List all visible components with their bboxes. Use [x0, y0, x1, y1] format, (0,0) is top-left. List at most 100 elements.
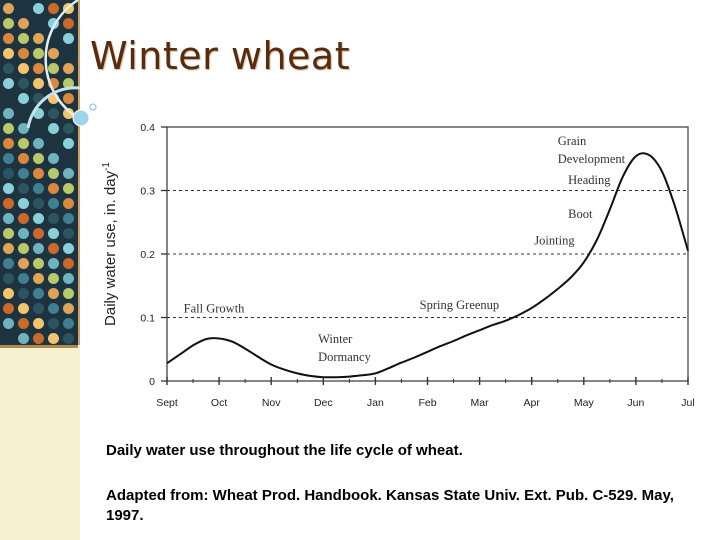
mosaic-tile [3, 78, 14, 89]
mosaic-tile [48, 78, 59, 89]
mosaic-tile [63, 168, 74, 179]
mosaic-tile [48, 48, 59, 59]
annotation-fall: Fall Growth [184, 301, 246, 315]
mosaic-tile [33, 243, 44, 254]
mosaic-tile [63, 48, 74, 59]
mosaic-tile [48, 123, 59, 134]
mosaic-tile [48, 273, 59, 284]
y-axis: 0 0.1 0.2 0.3 0.4 [140, 122, 167, 388]
x-tick-label: Jan [367, 397, 384, 409]
y-tick-label: 0.4 [140, 122, 155, 134]
mosaic-tile [63, 108, 74, 119]
mosaic-tile [63, 258, 74, 269]
mosaic-tile [33, 108, 44, 119]
x-tick-label: Jul [681, 397, 694, 409]
y-axis-label-superscript: -1 [101, 162, 112, 171]
mosaic-tile [18, 78, 29, 89]
mosaic-tile [33, 168, 44, 179]
mosaic-tile [48, 93, 59, 104]
mosaic-tile [48, 63, 59, 74]
annotation-heading: Heading [568, 173, 611, 187]
page-title: Winter wheat [90, 34, 351, 78]
mosaic-tile [33, 153, 44, 164]
mosaic-tile [18, 153, 29, 164]
mosaic-tile [3, 228, 14, 239]
x-tick-label: Mar [471, 397, 490, 409]
mosaic-tile [33, 228, 44, 239]
sidebar-edge [78, 0, 80, 345]
mosaic-tile [33, 333, 44, 344]
mosaic-tile [3, 63, 14, 74]
mosaic-tile [3, 33, 14, 44]
x-tick-label: Oct [211, 397, 227, 409]
mosaic-tile [18, 213, 29, 224]
mosaic-tile [3, 243, 14, 254]
y-axis-label: Daily water use, in. day-1 [101, 162, 119, 326]
y-tick-label: 0.1 [140, 313, 155, 325]
mosaic-tile [48, 138, 59, 149]
mosaic-tile [33, 78, 44, 89]
mosaic-tile [3, 333, 14, 344]
annotation-boot: Boot [568, 207, 593, 221]
mosaic-tile [33, 48, 44, 59]
mosaic-tile [3, 48, 14, 59]
stage-annotations: Grain Development Heading Boot Jointing Sprin… [184, 134, 626, 364]
mosaic-tile [18, 333, 29, 344]
x-tick-label: Dec [314, 397, 333, 409]
source-citation: Adapted from: Wheat Prod. Handbook. Kans… [106, 487, 674, 524]
mosaic-tile [33, 138, 44, 149]
mosaic-tile [63, 303, 74, 314]
mosaic-tile [48, 18, 59, 29]
mosaic-tile [33, 303, 44, 314]
figure-caption: Daily water use throughout the life cycl… [106, 442, 463, 459]
mosaic-tile [33, 3, 44, 14]
mosaic-tile [48, 108, 59, 119]
annotation-line: Dormancy [318, 350, 372, 364]
y-axis-label-text: Daily water use, in. day [102, 170, 119, 326]
y-tick-label: 0.3 [140, 186, 155, 198]
mosaic-tile [48, 288, 59, 299]
mosaic-tile [63, 333, 74, 344]
series-line-daily-water-use [166, 152, 689, 379]
mosaic-tile [3, 18, 14, 29]
annotation-grain: Grain Development [558, 134, 626, 166]
accent-arc-inner [26, 86, 81, 129]
mosaic-tile [18, 273, 29, 284]
mosaic-tile [3, 198, 14, 209]
mosaic-tile [18, 168, 29, 179]
annotation-jointing: Jointing [534, 233, 575, 247]
decorative-mosaic [0, 0, 78, 345]
mosaic-tile [18, 93, 29, 104]
mosaic-tile [3, 123, 14, 134]
annotation-line: Grain [558, 134, 587, 148]
mosaic-tile [3, 3, 14, 14]
mosaic-tile [18, 18, 29, 29]
x-tick-label: Sept [156, 397, 178, 409]
annotation-line: Boot [568, 207, 593, 221]
accent-bubble-large [72, 109, 90, 127]
x-tick-label: Apr [524, 397, 541, 409]
mosaic-tile [63, 243, 74, 254]
x-axis: Sept Oct Nov Dec Jan Feb Mar Apr May Jun Jul [156, 377, 695, 409]
mosaic-tile [63, 213, 74, 224]
annotation-line: Spring Greenup [420, 298, 500, 312]
annotation-winter: Winter Dormancy [318, 332, 372, 364]
mosaic-tile [18, 63, 29, 74]
mosaic-tile [63, 198, 74, 209]
mosaic-tile [18, 303, 29, 314]
mosaic-tile [33, 63, 44, 74]
mosaic-tile [18, 198, 29, 209]
x-tick-label: May [574, 397, 595, 409]
mosaic-tile [3, 318, 14, 329]
mosaic-tile [63, 93, 74, 104]
mosaic-tile [18, 228, 29, 239]
mosaic-tile [33, 198, 44, 209]
mosaic-tile [63, 33, 74, 44]
mosaic-tile [48, 3, 59, 14]
x-tick-label: Feb [418, 397, 436, 409]
mosaic-tile [48, 333, 59, 344]
mosaic-tile [63, 78, 74, 89]
mosaic-tile [3, 183, 14, 194]
mosaic-tile [3, 258, 14, 269]
water-use-chart: 0 0.1 0.2 0.3 0.4 Sept Oct Nov Dec Jan Feb Mar Apr M… [101, 122, 695, 409]
